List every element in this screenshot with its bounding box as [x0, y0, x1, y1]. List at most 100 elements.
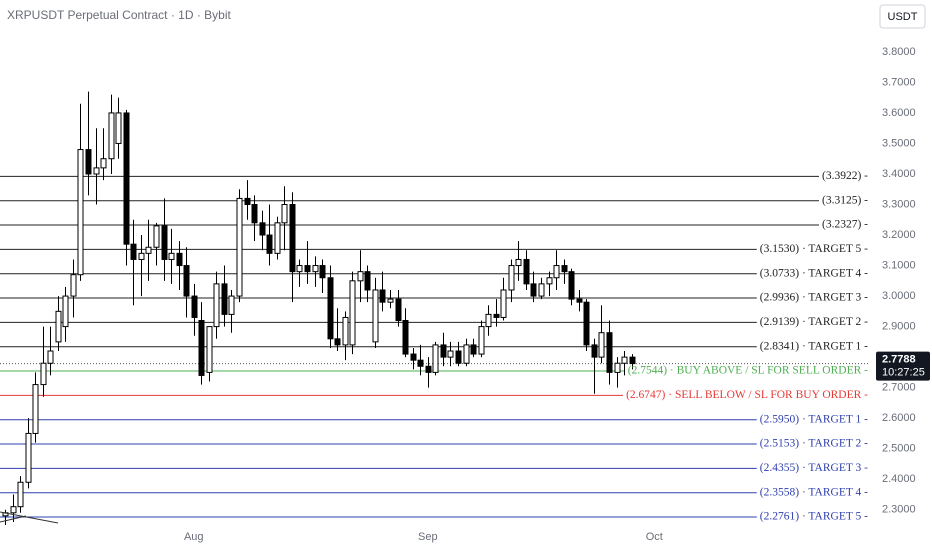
candle-down	[606, 332, 613, 373]
candle-up	[153, 225, 160, 248]
currency-label[interactable]: USDT	[888, 11, 918, 23]
candle-down	[576, 298, 583, 303]
plot-area	[0, 51, 874, 528]
candle-up	[228, 295, 235, 315]
level-label: (3.1530) · TARGET 5 -	[760, 243, 868, 255]
candle-up	[614, 362, 621, 373]
level-label: (2.2761) · TARGET 5 -	[760, 511, 868, 523]
candle-up	[17, 481, 24, 508]
candle-up	[553, 265, 560, 279]
candle-up	[621, 356, 628, 364]
candle-down	[523, 258, 530, 285]
level-label: (3.3922) -	[822, 170, 868, 182]
candle-up	[478, 326, 485, 355]
level-label: (3.3125) -	[822, 194, 868, 206]
candle-down	[455, 350, 462, 364]
chart-title: XRPUSDT Perpetual Contract · 1D · Bybit	[7, 8, 232, 22]
candle-up	[508, 265, 515, 291]
level-label: (2.5950) · TARGET 1 -	[760, 413, 868, 425]
candle-up	[387, 298, 394, 303]
candle-up	[168, 252, 175, 260]
level-label: (2.6747) · SELL BELOW / SL FOR BUY ORDER…	[626, 389, 868, 401]
currency-button[interactable]	[879, 4, 926, 29]
candle-up	[25, 432, 32, 483]
candle-up	[62, 295, 69, 328]
x-tick-label: Oct	[646, 531, 663, 543]
candle-up	[108, 112, 115, 160]
price-tag-value: 2.7788	[882, 353, 916, 365]
level-label: (3.2327) -	[822, 219, 868, 231]
candle-up	[206, 326, 213, 373]
candle-up	[274, 222, 281, 254]
candle-down	[440, 344, 447, 358]
candle-down	[183, 265, 190, 297]
level-label: (2.4355) · TARGET 3 -	[760, 462, 868, 474]
candle-down	[334, 338, 341, 346]
y-tick-label: 2.7000	[882, 382, 916, 394]
level-label: (2.5153) · TARGET 2 -	[760, 438, 868, 450]
y-tick-label: 2.5000	[882, 443, 916, 455]
candle-up	[500, 289, 507, 318]
candle-down	[244, 197, 251, 206]
y-tick-label: 3.3000	[882, 198, 916, 210]
y-tick-label: 2.6000	[882, 412, 916, 424]
candle-up	[546, 277, 553, 285]
level-label: (3.0733) · TARGET 4 -	[760, 267, 868, 279]
candle-up	[538, 283, 545, 297]
candle-up	[357, 271, 364, 282]
candle-up	[236, 197, 243, 297]
candle-down	[176, 252, 183, 267]
candle-down	[251, 204, 258, 224]
candle-up	[312, 265, 319, 273]
candle-down	[530, 283, 537, 297]
candle-down	[583, 301, 590, 346]
x-tick-label: Sep	[418, 531, 438, 543]
y-tick-label: 3.6000	[882, 107, 916, 119]
candle-up	[40, 362, 47, 386]
x-tick-label: Aug	[184, 531, 204, 543]
level-label: (2.3558) · TARGET 4 -	[760, 486, 868, 498]
candle-up	[47, 350, 54, 364]
candle-down	[259, 222, 266, 236]
candle-down	[198, 319, 205, 376]
candle-down	[379, 289, 386, 303]
y-tick-label: 2.4000	[882, 473, 916, 485]
candle-up	[485, 313, 492, 328]
candle-down	[85, 149, 92, 175]
candle-up	[55, 310, 62, 343]
candle-up	[515, 258, 522, 267]
candle-up	[213, 283, 220, 328]
candle-down	[130, 243, 137, 260]
candle-down	[470, 344, 477, 355]
price-tag-countdown: 10:27:25	[882, 366, 925, 378]
trend-line	[0, 511, 59, 524]
level-label: (2.9936) · TARGET 3 -	[760, 292, 868, 304]
y-tick-label: 3.2000	[882, 229, 916, 241]
candle-up	[138, 252, 145, 260]
y-tick-label: 3.8000	[882, 46, 916, 58]
candle-down	[410, 353, 417, 361]
candle-up	[598, 332, 605, 358]
candle-up	[70, 274, 77, 297]
candle-down	[561, 265, 568, 273]
candle-up	[281, 204, 288, 224]
y-tick-label: 3.7000	[882, 76, 916, 88]
candle-down	[319, 265, 326, 279]
candle-down	[425, 365, 432, 373]
y-tick-label: 3.5000	[882, 137, 916, 149]
candle-up	[32, 384, 39, 434]
candle-down	[493, 313, 500, 318]
candle-down	[289, 204, 296, 273]
y-tick-label: 3.1000	[882, 259, 916, 271]
candle-up	[100, 158, 107, 169]
candle-down	[402, 319, 409, 355]
candle-up	[145, 246, 152, 254]
candle-down	[221, 283, 228, 315]
y-tick-label: 2.3000	[882, 504, 916, 516]
candle-up	[115, 112, 122, 144]
price-tag	[876, 351, 930, 381]
candle-up	[93, 167, 100, 175]
candle-up	[77, 149, 84, 276]
candle-up	[10, 506, 17, 514]
